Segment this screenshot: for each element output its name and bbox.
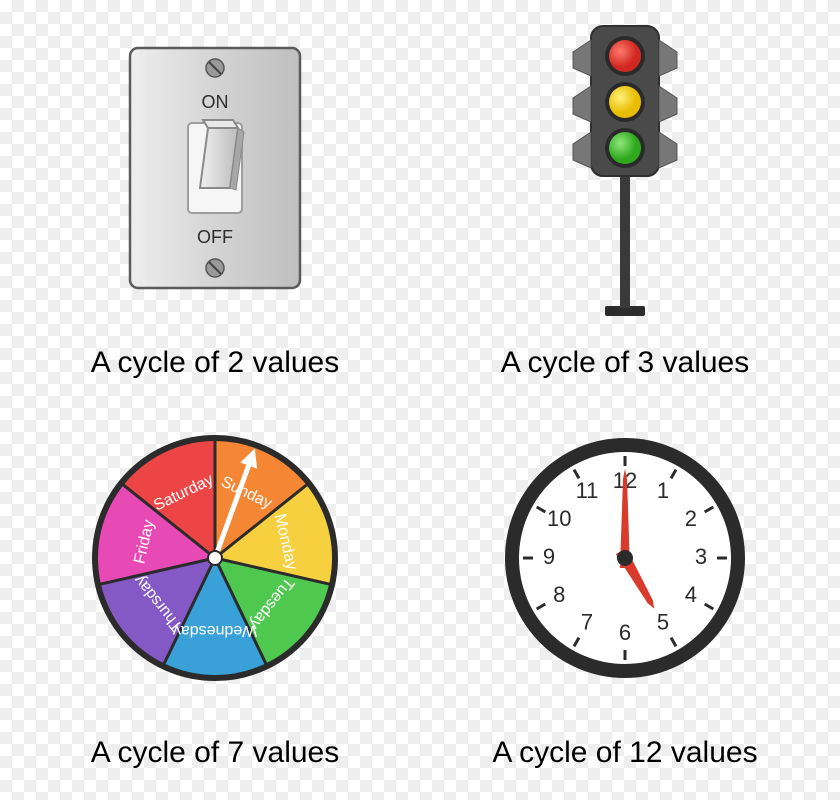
week-wheel-illustration: SundayMondayTuesdayWednesdayThursdayFrid… bbox=[85, 400, 345, 716]
clock-numeral: 10 bbox=[547, 506, 571, 531]
clock-numeral: 1 bbox=[657, 478, 669, 503]
switch-off-label: OFF bbox=[197, 227, 233, 247]
clock-numeral: 11 bbox=[576, 478, 599, 503]
clock-illustration: 121234567891011 bbox=[495, 400, 755, 716]
traffic-red-icon bbox=[609, 40, 641, 72]
traffic-light-illustration bbox=[545, 10, 705, 326]
clock-numeral: 6 bbox=[619, 620, 631, 645]
caption-wheel: A cycle of 7 values bbox=[91, 736, 339, 770]
clock-numeral: 9 bbox=[543, 544, 555, 569]
light-switch-icon: ON OFF bbox=[120, 38, 310, 298]
clock-numeral: 2 bbox=[685, 506, 697, 531]
clock-numeral: 4 bbox=[685, 582, 697, 607]
clock-icon: 121234567891011 bbox=[495, 428, 755, 688]
caption-switch: A cycle of 2 values bbox=[91, 346, 339, 380]
panel-switch: ON OFF A cycle of 2 values bbox=[10, 10, 420, 400]
clock-numeral: 3 bbox=[695, 544, 707, 569]
week-wheel-icon: SundayMondayTuesdayWednesdayThursdayFrid… bbox=[85, 428, 345, 688]
switch-on-label: ON bbox=[202, 92, 229, 112]
caption-traffic: A cycle of 3 values bbox=[501, 346, 749, 380]
traffic-green-icon bbox=[609, 132, 641, 164]
traffic-light-icon bbox=[545, 18, 705, 318]
clock-numeral: 8 bbox=[553, 582, 565, 607]
clock-numeral: 5 bbox=[657, 610, 669, 635]
panel-clock: 121234567891011 A cycle of 12 values bbox=[420, 400, 830, 790]
caption-clock: A cycle of 12 values bbox=[492, 736, 757, 770]
panel-traffic-light: A cycle of 3 values bbox=[420, 10, 830, 400]
switch-illustration: ON OFF bbox=[120, 10, 310, 326]
panel-week-wheel: SundayMondayTuesdayWednesdayThursdayFrid… bbox=[10, 400, 420, 790]
clock-numeral: 7 bbox=[581, 610, 593, 635]
traffic-yellow-icon bbox=[609, 86, 641, 118]
